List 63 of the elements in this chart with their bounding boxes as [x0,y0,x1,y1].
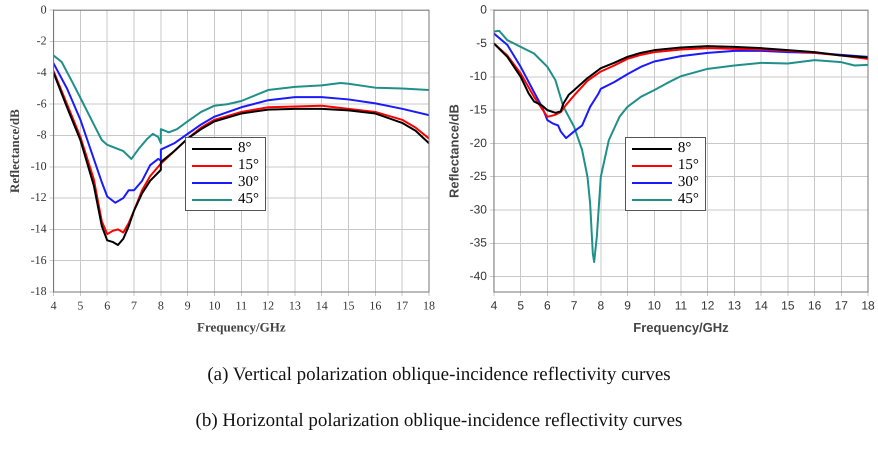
x-tick-label: 9 [184,298,191,312]
x-tick-label: 5 [77,298,84,312]
x-tick-label: 12 [701,298,715,313]
y-tick-label: -16 [30,252,47,267]
y-axis-title: Reflectance/dB [446,104,462,198]
x-axis-title: Frequency/GHz [633,320,730,335]
x-tick-label: 6 [104,298,110,312]
x-tick-label: 7 [131,298,138,312]
x-tick-label: 5 [517,298,524,313]
x-tick-label: 6 [544,298,552,313]
legend-label: 45° [238,191,259,208]
x-tick-label: 8 [158,298,164,312]
x-tick-label: 10 [648,298,662,313]
text: (a) Vertical polarization oblique-incidence reflectivity curves [206,364,672,386]
x-tick-label: 18 [423,298,435,312]
x-tick-label: 4 [50,298,57,312]
y-tick-label: 0 [480,2,488,17]
x-tick-label: 15 [781,298,795,313]
y-tick-label: -40 [470,268,488,283]
y-tick-label: -25 [470,169,488,184]
y-tick-label: -12 [30,190,47,204]
x-tick-label: 17 [834,298,848,313]
y-tick-label: 0 [40,2,47,16]
y-tick-label: -30 [470,202,488,216]
y-tick-label: -2 [36,34,47,48]
x-tick-label: 15 [342,298,355,312]
x-tick-label: 16 [369,298,382,312]
x-tick-label: 8 [597,298,604,313]
legend-label: 15° [678,157,699,174]
x-axis-title: Frequency/GHz [197,320,286,335]
x-tick-label: 7 [570,298,578,313]
y-tick-label: -10 [30,158,47,173]
text: (b) Horizontal polarization oblique-incidence reflectivity curves [194,410,684,432]
y-tick-label: -15 [470,102,488,116]
x-tick-label: 4 [490,298,498,313]
y-tick-label: -18 [30,284,47,298]
x-tick-label: 14 [316,298,328,312]
legend-label: 45° [678,191,699,208]
x-tick-label: 16 [808,298,822,313]
y-tick-label: -14 [30,222,47,236]
y-tick-label: -4 [36,64,47,79]
legend-label: 8° [678,140,692,157]
y-tick-label: -35 [470,236,488,250]
y-axis-title: Reflectance/dB [7,108,22,193]
x-tick-label: 11 [674,298,688,313]
x-tick-label: 12 [262,298,274,312]
x-tick-label: 11 [236,298,248,312]
y-tick-label: -5 [476,36,488,50]
x-tick-label: 14 [754,298,768,313]
legend-label: 30° [238,174,259,191]
y-tick-label: -20 [470,136,488,150]
x-tick-label: 13 [728,298,742,313]
x-tick-label: 18 [861,298,875,313]
y-tick-label: -8 [36,128,47,142]
legend-label: 15° [238,157,259,174]
legend-label: 8° [238,140,252,157]
x-tick-label: 10 [208,298,220,312]
legend-label: 30° [678,174,699,191]
x-tick-label: 13 [288,298,301,312]
x-tick-label: 17 [396,298,408,312]
x-tick-label: 9 [624,298,632,313]
y-tick-label: -10 [470,69,488,84]
y-tick-label: -6 [36,96,47,110]
